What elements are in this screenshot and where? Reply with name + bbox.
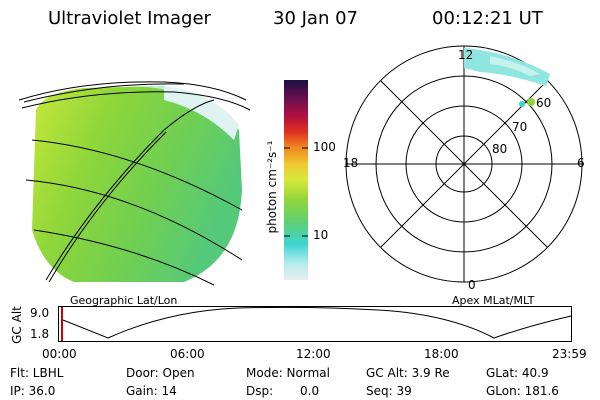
altitude-ytick-low: 1.8 [30, 327, 50, 341]
status-glon: GLon: 181.6 [486, 384, 559, 398]
mlat-label-60: 60 [536, 96, 552, 110]
status-ip: IP: 36.0 [10, 384, 56, 398]
mlat-label-80: 80 [492, 142, 508, 156]
colorbar-unit-label: photon cm⁻²s⁻¹ [265, 140, 279, 234]
mlt-label-6: 6 [577, 156, 585, 170]
altitude-xtick-0000: 00:00 [42, 347, 77, 361]
header-time: 00:12:21 UT [432, 8, 543, 29]
mlt-label-0: 0 [468, 278, 476, 292]
earth-image-panel [18, 81, 251, 286]
status-mode: Mode: Normal [246, 366, 330, 380]
altitude-plot [58, 306, 572, 342]
colorbar-tick-10: 10 [313, 228, 329, 242]
aurora-spot [527, 98, 535, 106]
altitude-ytick-high: 9.0 [30, 306, 50, 320]
status-door: Door: Open [126, 366, 195, 380]
altitude-xtick-1800: 18:00 [424, 347, 459, 361]
current-time-marker [61, 307, 63, 341]
status-gain: Gain: 14 [126, 384, 177, 398]
mlat-label-70: 70 [512, 120, 528, 134]
mlt-label-12: 12 [458, 48, 474, 62]
altitude-ylabel: GC Alt [10, 306, 24, 344]
polar-plot [345, 45, 583, 283]
app-title: Ultraviolet Imager [48, 8, 211, 29]
status-dsp-label: Dsp: [246, 384, 274, 398]
status-filter: Flt: LBHL [10, 366, 64, 380]
altitude-xtick-0600: 06:00 [170, 347, 205, 361]
colorbar-tick-100: 100 [313, 140, 336, 154]
status-gc-alt: GC Alt: 3.9 Re [366, 366, 450, 380]
polar-diagonal-2 [380, 80, 548, 248]
altitude-xtick-1200: 12:00 [296, 347, 331, 361]
status-seq: Seq: 39 [366, 384, 412, 398]
polar-caption: Apex MLat/MLT [452, 294, 535, 307]
status-glat: GLat: 40.9 [486, 366, 549, 380]
colorbar [284, 80, 308, 280]
altitude-xtick-2359: 23:59 [552, 347, 587, 361]
earth-caption: Geographic Lat/Lon [70, 294, 178, 307]
status-dsp-value: 0.0 [300, 384, 320, 398]
aurora-spot [519, 101, 525, 107]
mlt-label-18: 18 [343, 156, 359, 170]
latlon-grid [18, 81, 251, 286]
header-date: 30 Jan 07 [273, 8, 358, 29]
altitude-curve [62, 306, 572, 339]
